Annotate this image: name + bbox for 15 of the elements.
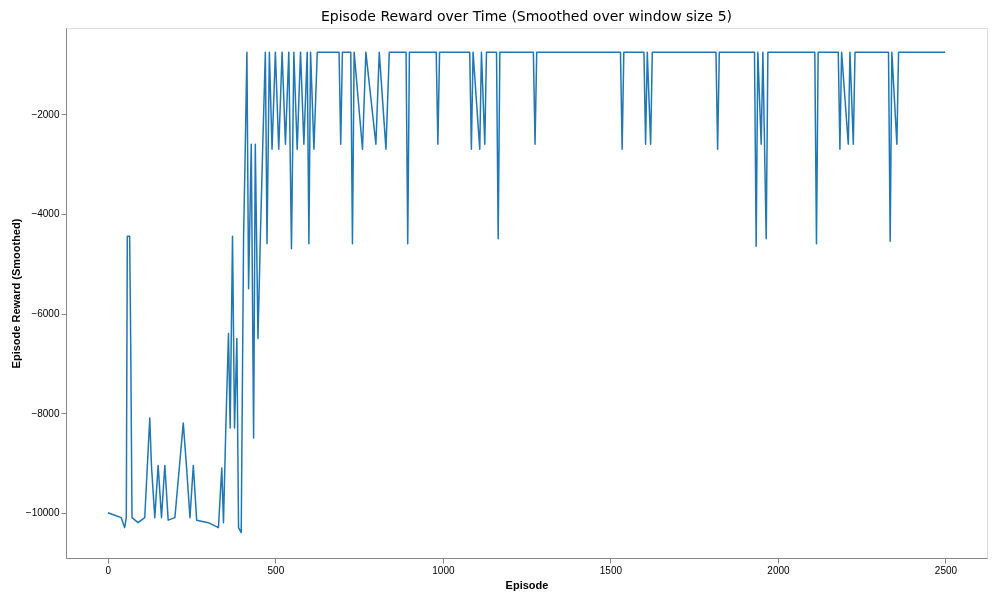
x-tick-label: 2000 <box>767 564 790 576</box>
y-tick-label: −2000 <box>31 108 60 120</box>
y-axis-title: Episode Reward (Smoothed) <box>9 218 22 369</box>
x-axis-title: Episode <box>505 578 549 591</box>
x-tick-label: 1500 <box>599 564 623 576</box>
x-tick-label: 1000 <box>432 564 455 576</box>
x-tick-label: 0 <box>105 564 112 576</box>
line-series <box>107 51 946 534</box>
y-tick-label: −4000 <box>31 208 60 220</box>
y-tick-label: −6000 <box>31 308 60 320</box>
y-tick-label: −10000 <box>25 507 60 519</box>
x-tick-label: 2500 <box>934 564 958 576</box>
chart-title: Episode Reward over Time (Smoothed over window size 5) <box>320 8 733 24</box>
x-tick-label: 500 <box>267 564 285 576</box>
y-tick-label: −8000 <box>31 407 60 419</box>
